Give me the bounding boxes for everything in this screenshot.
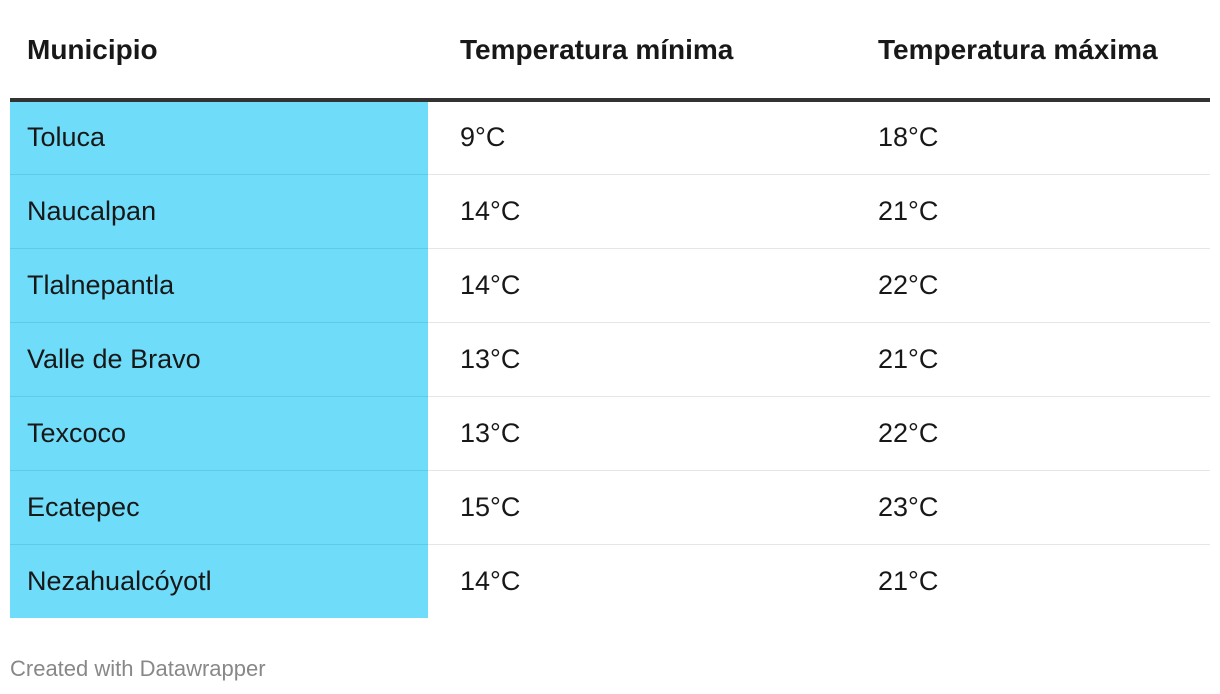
table-cell: 21°C (878, 565, 939, 596)
table-body: Toluca 9°C 18°C Naucalpan 14°C 21°C Tlalnepant… (10, 100, 1210, 618)
table-cell: 15°C (428, 470, 846, 545)
table-cell: Ecatepec (10, 470, 428, 545)
table-cell: 14°C (428, 174, 846, 249)
header-cell: Temperatura máxima (846, 0, 1210, 102)
table-row: Texcoco 13°C 22°C (10, 396, 1210, 471)
header-cell: Temperatura mínima (428, 0, 846, 102)
table-cell: 9°C (428, 100, 846, 175)
table-cell: Nezahualcóyotl (10, 544, 428, 618)
table-cell: Valle de Bravo (10, 322, 428, 397)
table-container: Municipio Temperatura mínima Temperatura m… (10, 0, 1210, 618)
table-cell: 13°C (428, 396, 846, 471)
table-cell: 18°C (846, 100, 1210, 175)
table-cell: 21°C (846, 174, 1210, 249)
table-cell: Texcoco (10, 396, 428, 471)
table-cell: Toluca (10, 100, 428, 175)
table-row: Ecatepec 15°C 23°C (10, 470, 1210, 545)
table: Municipio Temperatura mínima Temperatura m… (10, 0, 1210, 618)
footer: Created with Datawrapper (10, 656, 266, 681)
table-cell: Naucalpan (10, 174, 428, 249)
table-row: Valle de Bravo 13°C 21°C (10, 322, 1210, 397)
table-cell: 22°C (846, 396, 1210, 471)
table-cell: 21°C (846, 322, 1210, 397)
table-row: Nezahualcóyotl 14°C 21°C (10, 544, 1210, 618)
header-row: Municipio Temperatura mínima Temperatura m… (10, 0, 1210, 102)
table-row: Toluca 9°C 18°C (10, 100, 1210, 175)
table-cell: 23°C (846, 470, 1210, 545)
table-cell: 14°C (460, 565, 521, 596)
table-row: Tlalnepantla 14°C 22°C (10, 248, 1210, 323)
header-cell: Municipio (10, 0, 428, 102)
table-cell: 22°C (846, 248, 1210, 323)
table-row: Naucalpan 14°C 21°C (10, 174, 1210, 249)
table-cell: 13°C (428, 322, 846, 397)
table-cell: 14°C (428, 248, 846, 323)
table-cell: Tlalnepantla (10, 248, 428, 323)
